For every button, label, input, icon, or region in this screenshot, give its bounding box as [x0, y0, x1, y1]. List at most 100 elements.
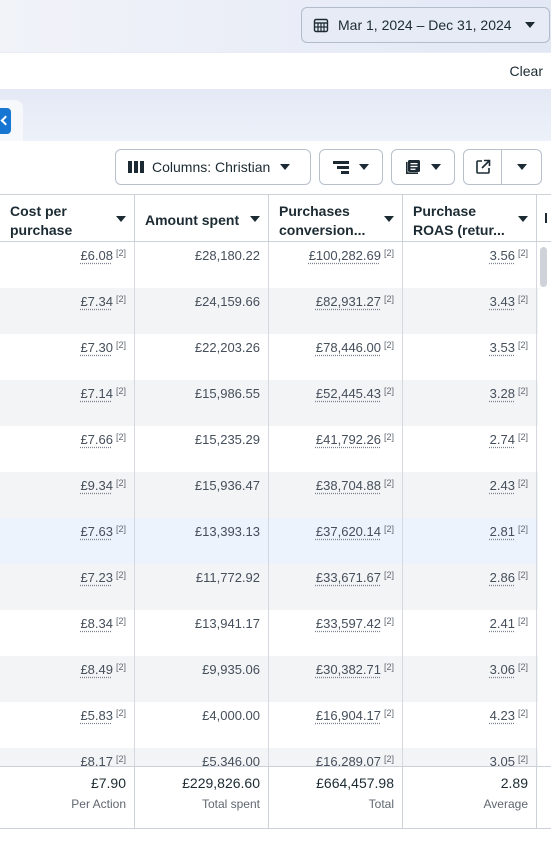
column-header-amount-spent[interactable]: Amount spent — [135, 195, 269, 241]
cell-value[interactable]: 3.56 — [489, 248, 515, 263]
cell-value[interactable]: £7.14 — [80, 386, 113, 401]
cell-conv: £16,289.07 [2] — [269, 748, 403, 766]
footnote-marker: [2] — [517, 294, 528, 304]
cell-spent: £11,772.92 — [135, 564, 269, 610]
table-row[interactable]: £7.63 [2] £13,393.13 £37,620.14 [2] 2.81 [2] — [0, 518, 540, 564]
date-range-picker[interactable]: Mar 1, 2024 – Dec 31, 2024 — [301, 7, 550, 43]
cell-value[interactable]: 2.86 — [489, 570, 515, 585]
scrollbar-thumb[interactable] — [540, 247, 547, 287]
cell-value[interactable]: £7.63 — [80, 524, 113, 539]
export-options-button[interactable] — [501, 149, 542, 185]
cell-value[interactable]: 3.28 — [489, 386, 515, 401]
cell-value[interactable]: 2.74 — [489, 432, 515, 447]
cell-value[interactable]: 3.06 — [489, 662, 515, 677]
cell-value[interactable]: £52,445.43 — [315, 386, 381, 401]
table-row[interactable]: £8.49 [2] £9,935.06 £30,382.71 [2] 3.06 [2] — [0, 656, 540, 702]
cell-value[interactable]: £6.08 — [80, 248, 113, 263]
column-header-cost-per-purchase[interactable]: Cost per purchase — [0, 195, 135, 241]
cell-value[interactable]: 2.41 — [489, 616, 515, 631]
footnote-marker: [2] — [383, 478, 394, 488]
footnote-marker: [2] — [115, 478, 126, 488]
table-row[interactable]: £8.17 [2] £5,346.00 £16,289.07 [2] 3.05 [2] — [0, 748, 540, 766]
sort-caret-icon[interactable] — [116, 216, 126, 222]
footnote-marker: [2] — [115, 432, 126, 442]
cell-value[interactable]: £8.49 — [80, 662, 113, 677]
cell-value: £13,393.13 — [194, 524, 260, 539]
cell-value: £13,941.17 — [194, 616, 260, 631]
cell-value[interactable]: £7.34 — [80, 294, 113, 309]
cell-value[interactable]: 3.43 — [489, 294, 515, 309]
cell-value: £22,203.26 — [194, 340, 260, 355]
sort-caret-icon[interactable] — [518, 216, 528, 222]
export-button[interactable] — [463, 149, 502, 185]
breakdown-button[interactable] — [319, 149, 383, 185]
table-row[interactable]: £9.34 [2] £15,936.47 £38,704.88 [2] 2.43 [2] — [0, 472, 540, 518]
cell-value[interactable]: £7.30 — [80, 340, 113, 355]
table-row[interactable]: £7.66 [2] £15,235.29 £41,792.26 [2] 2.74 [2] — [0, 426, 540, 472]
cell-value[interactable]: £33,597.42 — [315, 616, 381, 631]
table-row[interactable]: £8.34 [2] £13,941.17 £33,597.42 [2] 2.41 [2] — [0, 610, 540, 656]
cell-cost: £8.49 [2] — [0, 656, 135, 702]
table-row[interactable]: £7.14 [2] £15,986.55 £52,445.43 [2] 3.28 [2] — [0, 380, 540, 426]
table-row[interactable]: £7.30 [2] £22,203.26 £78,446.00 [2] 3.53 [2] — [0, 334, 540, 380]
cell-value[interactable]: £5.83 — [80, 708, 113, 723]
cell-value[interactable]: £41,792.26 — [315, 432, 381, 447]
footnote-marker: [2] — [517, 340, 528, 350]
scrollbar-track[interactable] — [538, 289, 551, 766]
table-row[interactable]: £6.08 [2] £28,180.22 £100,282.69 [2] 3.56 [2] — [0, 242, 540, 288]
cell-value[interactable]: £37,620.14 — [315, 524, 381, 539]
columns-icon — [128, 161, 144, 173]
date-range-label: Mar 1, 2024 – Dec 31, 2024 — [338, 17, 512, 33]
column-header-label: Cost per purchase — [10, 203, 73, 238]
cell-value[interactable]: £7.23 — [80, 570, 113, 585]
table-row[interactable]: £7.34 [2] £24,159.66 £82,931.27 [2] 3.43 [2] — [0, 288, 540, 334]
table-body: £8.17 [2] £5,346.00 £16,289.07 [2] 3.05 [2] £5.… — [0, 242, 551, 766]
sort-caret-icon[interactable] — [250, 216, 260, 222]
cell-value[interactable]: £38,704.88 — [315, 478, 381, 493]
column-header-purchase-roas[interactable]: Purchase ROAS (retur... — [403, 195, 537, 241]
total-value: £229,826.60 — [182, 775, 260, 791]
sort-caret-icon[interactable] — [384, 216, 394, 222]
cell-value[interactable]: £9.34 — [80, 478, 113, 493]
cell-value: £15,235.29 — [194, 432, 260, 447]
cell-roas: 3.05 [2] — [403, 748, 537, 766]
cell-value[interactable]: £16,289.07 — [315, 754, 381, 766]
footnote-marker: [2] — [383, 708, 394, 718]
cell-value[interactable]: 2.81 — [489, 524, 515, 539]
collapse-panel-tab[interactable] — [0, 100, 23, 141]
chevron-left-icon[interactable] — [0, 108, 11, 134]
cell-value[interactable]: £100,282.69 — [308, 248, 381, 263]
cell-cost: £9.34 [2] — [0, 472, 135, 518]
total-purchase-roas: 2.89 Average — [403, 767, 537, 828]
column-header-label: Amount spent — [145, 212, 240, 228]
cell-spent: £13,393.13 — [135, 518, 269, 564]
cell-cost: £7.14 [2] — [0, 380, 135, 426]
clear-filters-button[interactable]: Clear — [509, 63, 543, 79]
reports-button[interactable] — [391, 149, 455, 185]
columns-button[interactable]: Columns: Christian — [115, 149, 311, 185]
footnote-marker: [2] — [517, 662, 528, 672]
table-row[interactable]: £5.83 [2] £4,000.00 £16,904.17 [2] 4.23 [2] — [0, 702, 540, 748]
filter-bar: Clear — [0, 53, 551, 89]
table-row[interactable]: £7.23 [2] £11,772.92 £33,671.67 [2] 2.86 [2] — [0, 564, 540, 610]
cell-value: £24,159.66 — [194, 294, 260, 309]
cell-value[interactable]: 2.43 — [489, 478, 515, 493]
footnote-marker: [2] — [115, 616, 126, 626]
cell-value[interactable]: £82,931.27 — [315, 294, 381, 309]
cell-value[interactable]: £78,446.00 — [315, 340, 381, 355]
cell-value[interactable]: £16,904.17 — [315, 708, 381, 723]
cell-value[interactable]: £8.17 — [80, 754, 113, 766]
cell-value[interactable]: 3.53 — [489, 340, 515, 355]
cell-value[interactable]: £33,671.67 — [315, 570, 381, 585]
column-header-purchases-conversion[interactable]: Purchases conversion... — [269, 195, 403, 241]
cell-value[interactable]: 4.23 — [489, 708, 515, 723]
cell-cost: £8.34 [2] — [0, 610, 135, 656]
cell-value[interactable]: £8.34 — [80, 616, 113, 631]
cell-value[interactable]: 3.05 — [489, 754, 515, 766]
cell-cost: £7.30 [2] — [0, 334, 135, 380]
cell-value[interactable]: £7.66 — [80, 432, 113, 447]
cell-value[interactable]: £30,382.71 — [315, 662, 381, 677]
cell-conv: £16,904.17 [2] — [269, 702, 403, 748]
cell-cost: £7.34 [2] — [0, 288, 135, 334]
cell-conv: £41,792.26 [2] — [269, 426, 403, 472]
